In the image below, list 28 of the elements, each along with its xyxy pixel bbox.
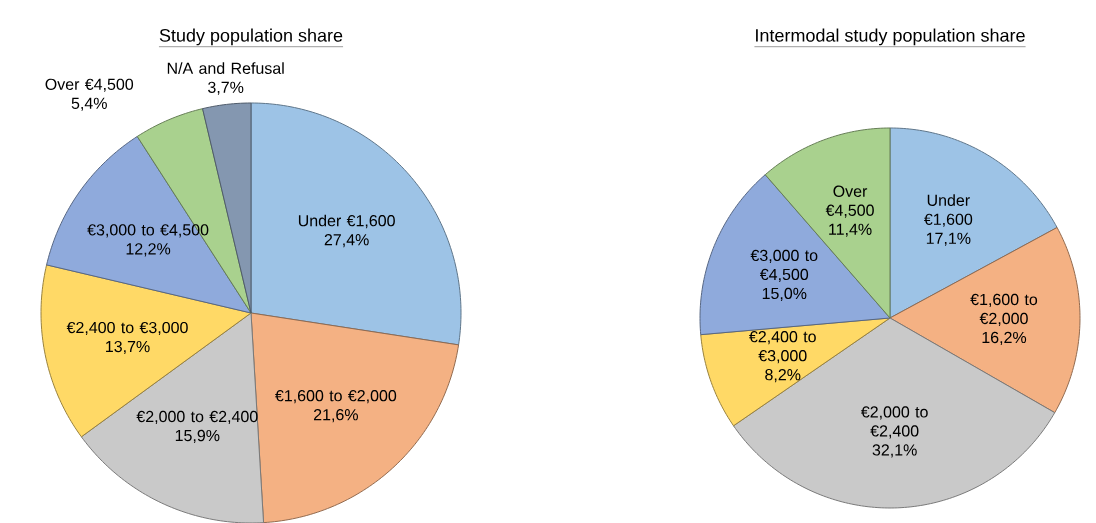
data-label: 27,4% [324,233,369,248]
data-label: 17,1% [926,232,971,246]
slice-label: €2,000 to €2,400 [860,406,928,439]
chart-title: Study population share [159,28,343,46]
data-label: 15,9% [175,429,220,443]
data-label: 13,7% [106,340,150,354]
slice-label: Over €4,500 [45,78,134,92]
data-label: 8,2% [765,368,801,382]
data-label: 21,6% [313,408,358,422]
slice-label: €2,400 to €3,000 [749,330,816,363]
data-label: 32,1% [872,444,917,458]
chart-title: Intermodal study population share [756,28,1025,46]
slice-label: Over €4,500 [825,185,874,218]
data-label: 16,2% [982,331,1027,345]
slice-label: €1,600 to €2,000 [970,293,1038,326]
slice-label: €3,000 to €4,500 [87,223,209,238]
slice-label: €3,000 to €4,500 [750,249,818,282]
slice-label: Under €1,600 [924,194,973,227]
slice-label: N/A and Refusal [167,62,284,74]
data-label: 3,7% [208,81,244,95]
data-label: 12,2% [126,242,171,257]
data-label: 5,4% [71,97,107,111]
slice-label: €2,400 to €3,000 [66,321,188,335]
slice-label: Under €1,600 [298,214,395,229]
slice-label: €1,600 to €2,000 [275,389,397,403]
data-label: 15,0% [762,287,807,301]
data-label: 11,4% [829,223,872,237]
slice-label: €2,000 to €2,400 [136,410,258,424]
